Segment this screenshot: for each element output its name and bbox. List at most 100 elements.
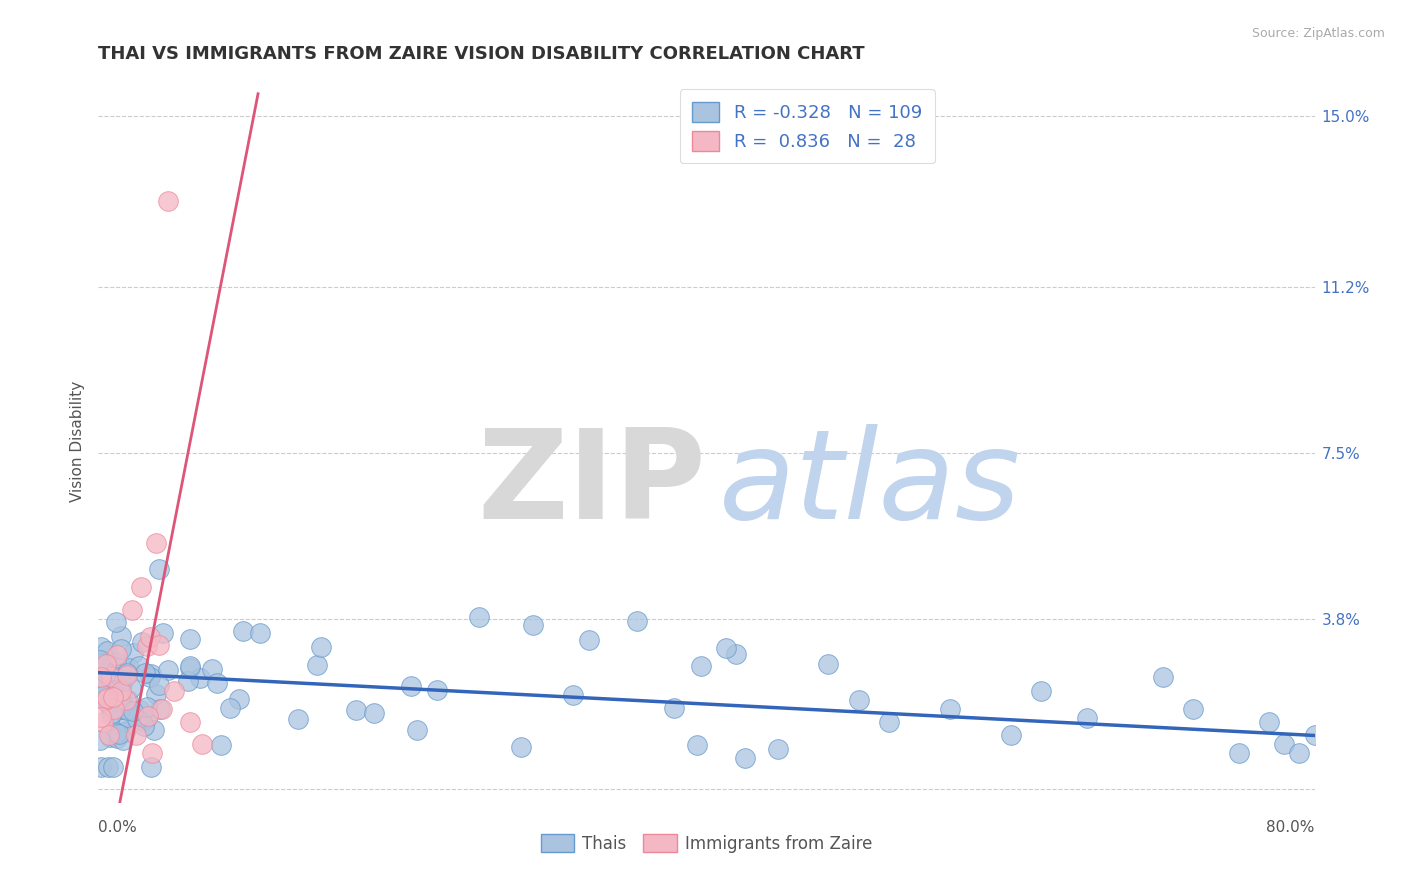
Point [179, 658, 201, 673]
Point [686, 738, 709, 752]
Point [399, 679, 422, 693]
Point [188, 671, 211, 685]
Point [91, 714, 114, 729]
Point [141, 747, 163, 761]
Point [103, 690, 125, 705]
Point [148, 638, 170, 652]
Point [125, 712, 148, 726]
Point [120, 681, 142, 696]
Y-axis label: Vision Disability: Vision Disability [69, 381, 84, 502]
Point [1076, 710, 1098, 724]
Point [309, 640, 332, 654]
Point [136, 711, 159, 725]
Point [122, 646, 145, 660]
Point [468, 610, 491, 624]
Point [232, 624, 254, 638]
Point [205, 675, 228, 690]
Point [149, 702, 172, 716]
Point [150, 701, 173, 715]
Point [93, 688, 115, 702]
Point [111, 676, 134, 690]
Point [110, 642, 132, 657]
Point [90, 710, 112, 724]
Point [1303, 729, 1326, 743]
Point [96, 760, 118, 774]
Point [129, 581, 152, 595]
Point [249, 625, 271, 640]
Point [939, 701, 962, 715]
Point [112, 733, 135, 747]
Point [129, 703, 152, 717]
Point [145, 535, 167, 549]
Point [163, 683, 186, 698]
Point [121, 704, 143, 718]
Point [817, 657, 839, 671]
Point [405, 723, 427, 737]
Point [91, 657, 114, 671]
Point [97, 697, 120, 711]
Point [191, 738, 214, 752]
Point [90, 685, 112, 699]
Point [734, 751, 756, 765]
Point [148, 677, 170, 691]
Point [100, 707, 122, 722]
Point [145, 687, 167, 701]
Point [132, 719, 155, 733]
Point [114, 725, 136, 739]
Point [510, 740, 533, 755]
Point [219, 701, 242, 715]
Point [156, 663, 179, 677]
Point [96, 691, 118, 706]
Point [107, 727, 129, 741]
Point [108, 702, 131, 716]
Point [141, 667, 163, 681]
Point [89, 674, 111, 689]
Point [98, 729, 121, 743]
Point [1227, 747, 1250, 761]
Point [105, 731, 128, 745]
Point [115, 710, 138, 724]
Point [143, 723, 166, 738]
Point [578, 632, 600, 647]
Point [117, 693, 139, 707]
Point [1182, 701, 1205, 715]
Point [117, 661, 139, 675]
Point [228, 691, 250, 706]
Text: 80.0%: 80.0% [1267, 820, 1315, 835]
Point [115, 666, 138, 681]
Text: 0.0%: 0.0% [98, 820, 138, 835]
Point [522, 617, 544, 632]
Point [139, 670, 162, 684]
Point [94, 666, 117, 681]
Point [128, 658, 150, 673]
Point [108, 682, 131, 697]
Point [426, 683, 449, 698]
Point [115, 667, 138, 681]
Point [1288, 747, 1310, 761]
Point [104, 670, 127, 684]
Point [201, 662, 224, 676]
Point [90, 760, 112, 774]
Point [121, 603, 143, 617]
Point [103, 701, 125, 715]
Point [152, 625, 174, 640]
Text: ZIP: ZIP [478, 425, 707, 545]
Point [1258, 714, 1281, 729]
Text: atlas: atlas [718, 425, 1021, 545]
Point [626, 614, 648, 628]
Point [724, 647, 747, 661]
Point [1000, 729, 1022, 743]
Point [100, 670, 122, 684]
Point [136, 639, 159, 653]
Point [179, 661, 201, 675]
Point [94, 657, 117, 671]
Point [125, 729, 148, 743]
Point [562, 688, 585, 702]
Point [136, 708, 159, 723]
Point [287, 712, 309, 726]
Point [105, 648, 128, 662]
Point [139, 760, 162, 774]
Point [877, 714, 900, 729]
Point [114, 692, 136, 706]
Point [157, 194, 180, 209]
